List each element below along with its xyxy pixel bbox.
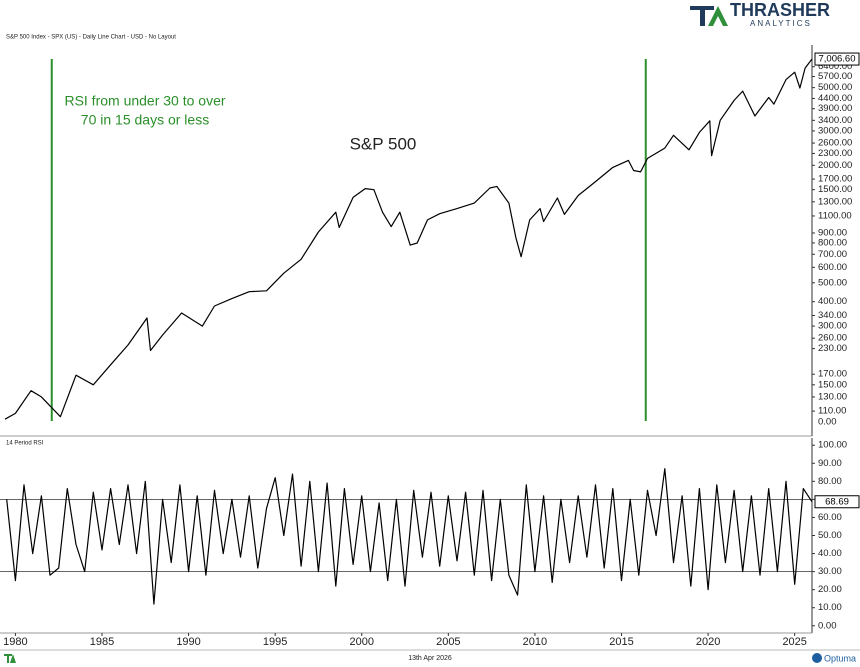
x-tick-label: 2010 — [523, 636, 547, 648]
x-tick-label: 1995 — [263, 636, 287, 648]
last-value-label: 7,006.60 — [819, 54, 856, 65]
y-tick-label: 2600.00 — [818, 138, 852, 149]
y-tick-label: 6400.00 — [818, 61, 852, 72]
x-tick-label: 2005 — [436, 636, 460, 648]
y-tick-label: 50.00 — [818, 530, 842, 541]
y-tick-label: 1700.00 — [818, 174, 852, 185]
y-floor-label: 0.00 — [818, 417, 837, 428]
vendor-icon — [812, 653, 822, 663]
panel-label: 14 Period RSI — [6, 441, 44, 447]
annotation: 70 in 15 days or less — [81, 112, 209, 128]
vendor: Optuma — [824, 653, 856, 663]
y-tick-label: 150.00 — [818, 379, 847, 390]
y-tick-label: 0.00 — [818, 620, 837, 631]
y-tick-label: 900.00 — [818, 227, 847, 238]
y-tick-label: 400.00 — [818, 296, 847, 307]
y-tick-label: 260.00 — [818, 333, 847, 344]
x-tick-label: 1990 — [176, 636, 200, 648]
y-tick-label: 30.00 — [818, 566, 842, 577]
x-tick-label: 1985 — [90, 636, 114, 648]
y-tick-label: 20.00 — [818, 584, 842, 595]
y-tick-label: 3900.00 — [818, 103, 852, 114]
y-tick-label: 130.00 — [818, 391, 847, 402]
x-tick-label: 2000 — [350, 636, 374, 648]
y-tick-label: 2300.00 — [818, 148, 852, 159]
last-value-label: 68.69 — [825, 496, 849, 507]
y-tick-label: 700.00 — [818, 249, 847, 260]
x-tick-label: 1980 — [3, 636, 27, 648]
y-tick-label: 340.00 — [818, 310, 847, 321]
footer-date: 13th Apr 2026 — [408, 655, 452, 662]
y-tick-label: 1500.00 — [818, 184, 852, 195]
price-line — [4, 58, 813, 420]
logo-a — [708, 6, 728, 26]
y-tick-label: 1100.00 — [818, 210, 852, 221]
last-value-box — [814, 52, 860, 66]
brand-sub: ANALYTICS — [750, 19, 812, 28]
x-tick-label: 2015 — [609, 636, 633, 648]
y-tick-label: 40.00 — [818, 548, 842, 559]
logo: THRASHER ANALYTICS — [690, 0, 830, 28]
y-tick-label: 80.00 — [818, 476, 842, 487]
y-tick-label: 2000.00 — [818, 160, 852, 171]
y-tick-label: 600.00 — [818, 262, 847, 273]
y-tick-label: 110.00 — [818, 406, 846, 417]
y-tick-label: 1300.00 — [818, 196, 852, 207]
source-line: S&P 500 Index - SPX (US) - Daily Line Ch… — [6, 35, 176, 41]
price-line — [6, 468, 813, 605]
y-tick-label: 10.00 — [818, 602, 842, 613]
brand: THRASHER — [730, 0, 830, 20]
annotation: RSI from under 30 to over — [64, 93, 225, 109]
y-tick-label: 300.00 — [818, 321, 847, 332]
y-tick-label: 230.00 — [818, 343, 847, 354]
y-tick-label: 800.00 — [818, 237, 847, 248]
y-tick-label: 4400.00 — [818, 93, 852, 104]
x-tick-label: 2025 — [782, 636, 806, 648]
y-tick-label: 60.00 — [818, 512, 842, 523]
logo-t — [690, 6, 714, 26]
y-tick-label: 500.00 — [818, 277, 847, 288]
series-label: S&P 500 — [350, 134, 417, 153]
x-tick-label: 2020 — [696, 636, 720, 648]
footer-icon — [4, 654, 16, 663]
y-tick-label: 100.00 — [818, 440, 847, 451]
y-tick-label: 90.00 — [818, 458, 842, 469]
y-tick-label: 5700.00 — [818, 71, 852, 82]
y-tick-label: 170.00 — [818, 369, 847, 380]
y-tick-label: 3000.00 — [818, 125, 852, 136]
y-tick-label: 5000.00 — [818, 82, 852, 93]
last-value-box — [814, 495, 860, 509]
y-tick-label: 3400.00 — [818, 115, 852, 126]
